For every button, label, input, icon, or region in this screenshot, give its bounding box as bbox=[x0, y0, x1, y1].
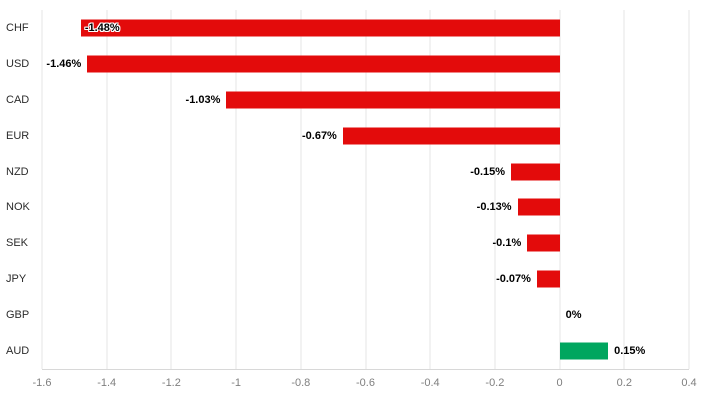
category-label: USD bbox=[6, 57, 30, 70]
bar bbox=[559, 342, 609, 360]
value-label: -0.67% bbox=[301, 129, 337, 142]
gridline bbox=[106, 10, 108, 369]
bar-row: GBP 0% bbox=[6, 297, 689, 333]
x-tick-label: 0 bbox=[556, 377, 563, 389]
bar bbox=[342, 127, 560, 145]
bar-row: CAD -1.03% bbox=[6, 82, 689, 118]
gridline bbox=[235, 10, 237, 369]
value-label: 0% bbox=[565, 309, 582, 322]
bar bbox=[80, 19, 560, 37]
x-tick-label: 0.4 bbox=[681, 377, 697, 389]
bar bbox=[87, 55, 560, 73]
gridline bbox=[41, 10, 43, 369]
x-tick-label: -0.2 bbox=[485, 377, 505, 389]
x-tick-label: -1.4 bbox=[97, 377, 117, 389]
gridline bbox=[429, 10, 431, 369]
value-label: -0.07% bbox=[496, 273, 531, 286]
bar bbox=[536, 270, 560, 288]
bar-row: EUR -0.67% bbox=[6, 118, 689, 154]
gridline bbox=[300, 10, 302, 369]
x-tick-label: -1.2 bbox=[161, 377, 181, 389]
gridline bbox=[365, 10, 366, 369]
value-label: -1.46% bbox=[46, 57, 82, 70]
value-label: -0.1% bbox=[492, 237, 522, 250]
category-label: NZD bbox=[6, 165, 29, 178]
category-label: EUR bbox=[6, 129, 30, 142]
x-tick-label: -0.8 bbox=[291, 377, 311, 389]
bar-row: USD -1.46% bbox=[6, 46, 689, 82]
bar-row: AUD 0.15% bbox=[6, 333, 689, 369]
bar-row: SEK -0.1% bbox=[6, 225, 689, 261]
gridline bbox=[559, 10, 561, 369]
value-label: 0.15% bbox=[614, 345, 646, 358]
bar-row: CHF -1.48% bbox=[6, 10, 689, 46]
bar bbox=[511, 163, 560, 181]
bar bbox=[226, 91, 560, 109]
bar-row: NZD -0.15% bbox=[6, 154, 689, 190]
category-label: CHF bbox=[6, 21, 29, 34]
x-tick-label: -1.6 bbox=[32, 377, 52, 389]
category-label: NOK bbox=[6, 201, 30, 214]
bar bbox=[517, 198, 560, 216]
category-label: JPY bbox=[6, 273, 27, 286]
value-label: -0.13% bbox=[476, 201, 512, 214]
category-label: AUD bbox=[6, 345, 30, 358]
value-label: -1.48% bbox=[84, 21, 120, 34]
gridline bbox=[623, 10, 625, 369]
category-label: CAD bbox=[6, 93, 30, 106]
category-label: GBP bbox=[6, 309, 30, 322]
bar-row: JPY -0.07% bbox=[6, 261, 689, 297]
bar bbox=[527, 234, 560, 252]
value-label: -0.15% bbox=[470, 165, 506, 178]
x-tick-label: -0.4 bbox=[420, 377, 440, 389]
bar-row: NOK -0.13% bbox=[6, 190, 689, 226]
gridline bbox=[170, 10, 172, 369]
plot-area: -1.6 -1.4 -1.2 -1 -0.8 -0.6 -0.4 -0.2 0 0.2 0.4 CHF… bbox=[6, 10, 697, 389]
gridline bbox=[688, 10, 690, 369]
category-label: SEK bbox=[6, 237, 29, 250]
value-label: -1.03% bbox=[185, 93, 221, 106]
gridline bbox=[494, 10, 496, 369]
x-tick-label: 0.2 bbox=[616, 377, 632, 389]
x-tick-label: -1 bbox=[231, 377, 241, 389]
x-tick-label: -0.6 bbox=[356, 377, 375, 389]
